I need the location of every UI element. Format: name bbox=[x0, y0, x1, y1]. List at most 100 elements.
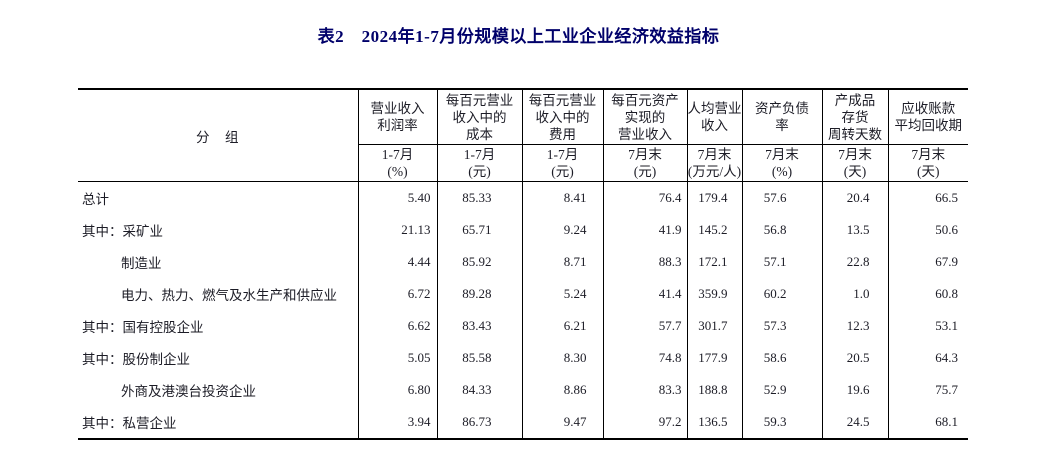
cell-value: 8.30 bbox=[522, 342, 604, 374]
cell-value: 64.3 bbox=[935, 350, 958, 365]
cell-value: 50.6 bbox=[935, 222, 958, 237]
cell-value: 6.62 bbox=[358, 310, 438, 342]
cell-value: 8.41 bbox=[522, 181, 604, 214]
column-header-cost-per-100: 每百元营业 收入中的 成本 bbox=[437, 89, 523, 145]
cell-value: 67.9 bbox=[935, 254, 958, 269]
cell-value: 89.28 bbox=[437, 278, 523, 310]
cell-value: 9.47 bbox=[522, 406, 604, 439]
cell-value: 60.8 bbox=[935, 286, 958, 301]
cell-value: 84.33 bbox=[437, 374, 523, 406]
row-label: 其中：私营企业 bbox=[78, 406, 359, 439]
row-label: 电力、热力、燃气及水生产和供应业 bbox=[78, 278, 359, 310]
period-header: 7月末 (万元/人) bbox=[687, 144, 743, 182]
cell-value: 68.1 bbox=[935, 414, 958, 429]
cell-value: 59.3 bbox=[742, 406, 823, 439]
cell-value: 177.9 bbox=[687, 342, 743, 374]
cell-value: 13.5 bbox=[822, 214, 889, 246]
cell-value: 41.9 bbox=[603, 214, 688, 246]
cell-value: 57.6 bbox=[742, 181, 823, 214]
cell-value: 83.43 bbox=[437, 310, 523, 342]
cell-value: 65.71 bbox=[437, 214, 523, 246]
column-header-inventory-turnover-days: 产成品 存货 周转天数 bbox=[822, 89, 889, 145]
cell-value: 20.4 bbox=[822, 181, 889, 214]
cell-value: 145.2 bbox=[687, 214, 743, 246]
cell-value: 4.44 bbox=[358, 246, 438, 278]
cell-value: 85.33 bbox=[437, 181, 523, 214]
column-header-debt-ratio: 资产负债 率 bbox=[742, 89, 823, 145]
cell-value: 41.4 bbox=[603, 278, 688, 310]
table-body: 总计 5.40 85.33 8.41 76.4 179.4 57.6 20.4 … bbox=[78, 181, 968, 439]
cell-value: 24.5 bbox=[822, 406, 889, 439]
cell-value: 57.1 bbox=[742, 246, 823, 278]
cell-value: 5.05 bbox=[358, 342, 438, 374]
period-header: 1-7月 (元) bbox=[437, 144, 523, 182]
cell-value: 172.1 bbox=[687, 246, 743, 278]
cell-value: 12.3 bbox=[822, 310, 889, 342]
cell-value: 76.4 bbox=[603, 181, 688, 214]
table-row-state-holding: 其中：国有控股企业 6.62 83.43 6.21 57.7 301.7 57.… bbox=[78, 310, 968, 342]
cell-value: 85.58 bbox=[437, 342, 523, 374]
row-label: 其中：国有控股企业 bbox=[78, 310, 359, 342]
cell-value: 5.40 bbox=[358, 181, 438, 214]
row-label: 其中：采矿业 bbox=[78, 214, 359, 246]
table-row-total: 总计 5.40 85.33 8.41 76.4 179.4 57.6 20.4 … bbox=[78, 181, 968, 214]
cell-value: 52.9 bbox=[742, 374, 823, 406]
cell-value: 6.21 bbox=[522, 310, 604, 342]
cell-value: 179.4 bbox=[687, 181, 743, 214]
column-header-revenue-per-100-assets: 每百元资产 实现的 营业收入 bbox=[603, 89, 688, 145]
cell-value: 8.71 bbox=[522, 246, 604, 278]
cell-value: 5.24 bbox=[522, 278, 604, 310]
header-row-periods: 1-7月 (%) 1-7月 (元) 1-7月 (元) 7月末 (元) 7月末 (… bbox=[78, 144, 968, 182]
cell-value: 53.1 bbox=[935, 318, 958, 333]
cell-value: 20.5 bbox=[822, 342, 889, 374]
table-row-mining: 其中：采矿业 21.13 65.71 9.24 41.9 145.2 56.8 … bbox=[78, 214, 968, 246]
cell-value: 22.8 bbox=[822, 246, 889, 278]
cell-value: 88.3 bbox=[603, 246, 688, 278]
cell-value: 3.94 bbox=[358, 406, 438, 439]
cell-value: 85.92 bbox=[437, 246, 523, 278]
table-header: 分 组 营业收入 利润率 每百元营业 收入中的 成本 每百元营业 收入中的 费用… bbox=[78, 89, 968, 182]
cell-value: 6.80 bbox=[358, 374, 438, 406]
period-header: 7月末 (%) bbox=[742, 144, 823, 182]
column-header-receivables-collection-period: 应收账款 平均回收期 bbox=[888, 89, 968, 145]
cell-value: 21.13 bbox=[358, 214, 438, 246]
row-label: 制造业 bbox=[78, 246, 359, 278]
cell-value: 6.72 bbox=[358, 278, 438, 310]
period-header: 1-7月 (%) bbox=[358, 144, 438, 182]
cell-value: 57.3 bbox=[742, 310, 823, 342]
table-row-manufacturing: 制造业 4.44 85.92 8.71 88.3 172.1 57.1 22.8… bbox=[78, 246, 968, 278]
row-label: 外商及港澳台投资企业 bbox=[78, 374, 359, 406]
cell-value: 8.86 bbox=[522, 374, 604, 406]
table-row-private: 其中：私营企业 3.94 86.73 9.47 97.2 136.5 59.3 … bbox=[78, 406, 968, 439]
cell-value: 19.6 bbox=[822, 374, 889, 406]
cell-value: 74.8 bbox=[603, 342, 688, 374]
cell-value: 359.9 bbox=[687, 278, 743, 310]
cell-value: 9.24 bbox=[522, 214, 604, 246]
cell-value: 1.0 bbox=[822, 278, 889, 310]
table-row-utilities: 电力、热力、燃气及水生产和供应业 6.72 89.28 5.24 41.4 35… bbox=[78, 278, 968, 310]
cell-value: 136.5 bbox=[687, 406, 743, 439]
period-header: 7月末 (天) bbox=[822, 144, 889, 182]
column-header-revenue-per-capita: 人均营业 收入 bbox=[687, 89, 743, 145]
cell-value: 86.73 bbox=[437, 406, 523, 439]
stats-table: 分 组 营业收入 利润率 每百元营业 收入中的 成本 每百元营业 收入中的 费用… bbox=[78, 88, 968, 440]
period-header: 7月末 (天) bbox=[888, 144, 968, 182]
group-column-header: 分 组 bbox=[78, 89, 359, 182]
column-header-expense-per-100: 每百元营业 收入中的 费用 bbox=[522, 89, 604, 145]
row-label: 其中：股份制企业 bbox=[78, 342, 359, 374]
cell-value: 97.2 bbox=[603, 406, 688, 439]
table-title: 表2 2024年1-7月份规模以上工业企业经济效益指标 bbox=[317, 27, 720, 46]
cell-value: 83.3 bbox=[603, 374, 688, 406]
row-label: 总计 bbox=[78, 181, 359, 214]
column-header-profit-rate: 营业收入 利润率 bbox=[358, 89, 438, 145]
cell-value: 301.7 bbox=[687, 310, 743, 342]
cell-value: 75.7 bbox=[935, 382, 958, 397]
cell-value: 60.2 bbox=[742, 278, 823, 310]
cell-value: 57.7 bbox=[603, 310, 688, 342]
period-header: 7月末 (元) bbox=[603, 144, 688, 182]
cell-value: 56.8 bbox=[742, 214, 823, 246]
header-row-indicators: 分 组 营业收入 利润率 每百元营业 收入中的 成本 每百元营业 收入中的 费用… bbox=[78, 89, 968, 182]
period-header: 1-7月 (元) bbox=[522, 144, 604, 182]
cell-value: 188.8 bbox=[687, 374, 743, 406]
